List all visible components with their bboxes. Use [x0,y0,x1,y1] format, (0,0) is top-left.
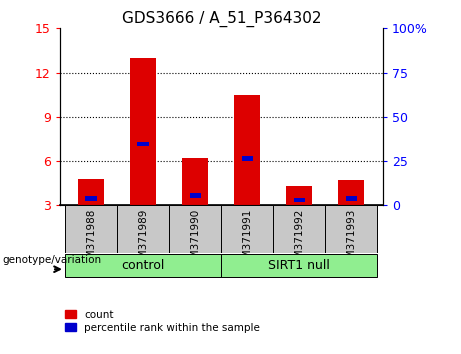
Text: GSM371989: GSM371989 [138,209,148,272]
Title: GDS3666 / A_51_P364302: GDS3666 / A_51_P364302 [122,11,321,27]
Bar [65,254,221,277]
Bar [189,193,201,198]
Bar [325,205,378,253]
Text: GSM371990: GSM371990 [190,209,200,272]
Bar [286,186,313,205]
Text: control: control [122,259,165,272]
Text: GSM371988: GSM371988 [86,209,96,272]
Bar [169,205,221,253]
Bar [242,156,253,161]
Bar [273,205,325,253]
Bar [78,179,104,205]
Bar [182,158,208,205]
Bar [130,58,156,205]
Bar [137,142,149,146]
Text: GSM371991: GSM371991 [242,209,252,272]
Bar [85,196,97,201]
Text: GSM371992: GSM371992 [295,209,304,272]
Bar [65,205,117,253]
Bar [338,180,364,205]
Bar [221,205,273,253]
Bar [346,196,357,201]
Bar [117,205,169,253]
Text: GSM371993: GSM371993 [346,209,356,272]
Bar [234,95,260,205]
Text: genotype/variation: genotype/variation [3,255,102,265]
Bar [221,254,378,277]
Legend: count, percentile rank within the sample: count, percentile rank within the sample [65,310,260,333]
Text: SIRT1 null: SIRT1 null [268,259,330,272]
Bar [294,198,305,202]
